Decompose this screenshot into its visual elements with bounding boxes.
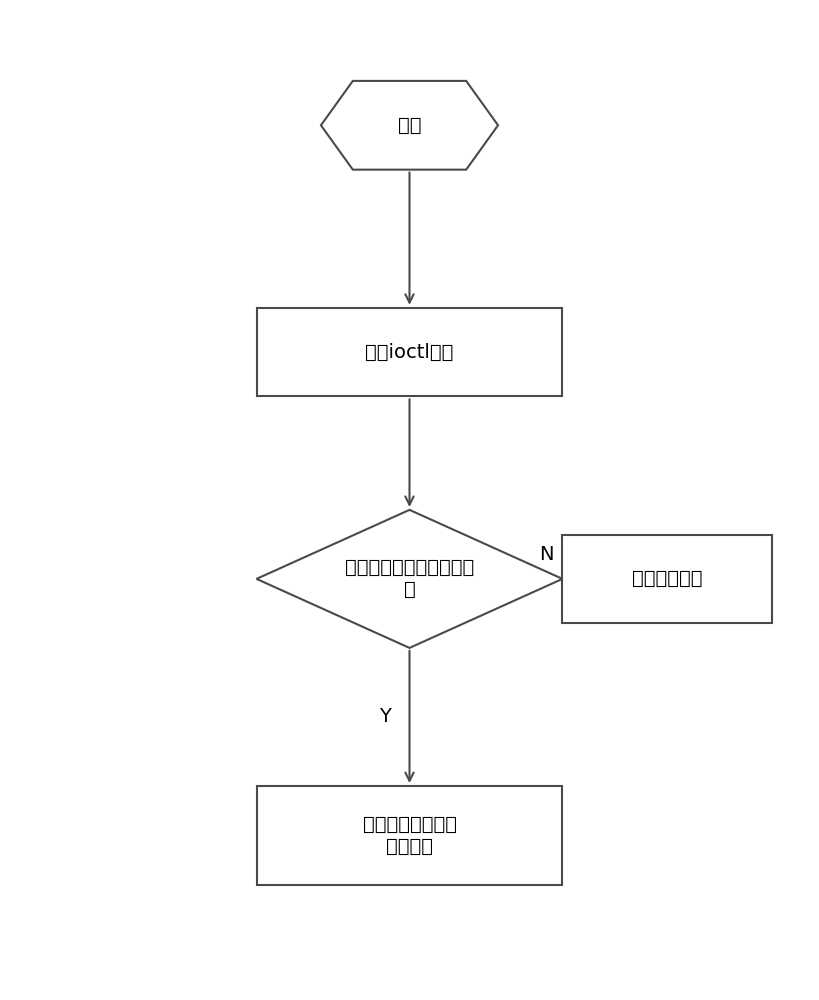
- Polygon shape: [321, 81, 498, 170]
- Polygon shape: [256, 510, 563, 648]
- Text: 判断返回值是否为约定的
值: 判断返回值是否为约定的 值: [345, 558, 474, 599]
- Text: 执行其他语句: 执行其他语句: [632, 569, 703, 588]
- Bar: [256, 308, 563, 396]
- Bar: [563, 535, 771, 623]
- Text: Y: Y: [379, 707, 391, 726]
- Bar: [256, 786, 563, 885]
- Text: 从返回的地址中获
得命令帧: 从返回的地址中获 得命令帧: [363, 815, 456, 856]
- Text: 调用ioctl函数: 调用ioctl函数: [365, 343, 454, 362]
- Text: N: N: [539, 545, 554, 564]
- Text: 开始: 开始: [398, 116, 421, 135]
